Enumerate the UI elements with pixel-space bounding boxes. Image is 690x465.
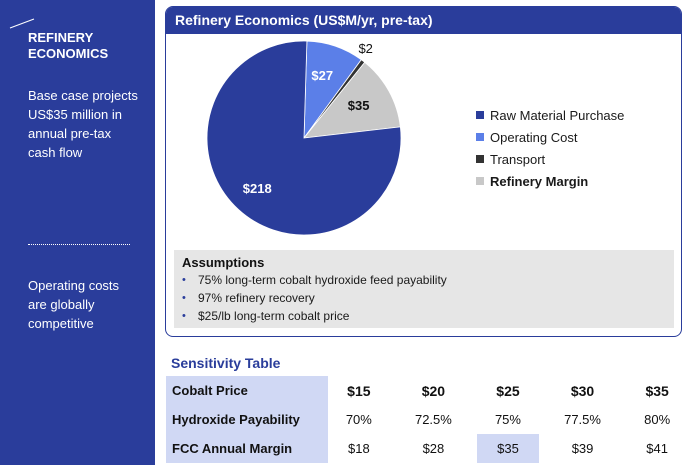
table-row-hydroxide-payability: Hydroxide Payability 70% 72.5% 75% 77.5%… [166,405,688,434]
table-row-fcc-margin: FCC Annual Margin $18 $28 $35 $39 $41 [166,434,688,463]
chart-legend: Raw Material Purchase Operating Cost Trans… [476,104,624,192]
pie-label-transport: $2 [358,40,373,56]
legend-item-operating-cost: Operating Cost [476,126,624,148]
table-cell: 80% [644,412,671,427]
pie-label-refinery-margin: $35 [347,98,370,114]
row-label: Hydroxide Payability [166,405,328,434]
pie-label-operating-cost: $27 [311,67,334,83]
table-cell: $15 [347,382,371,399]
legend-item-refinery-margin: Refinery Margin [476,170,624,192]
table-cell: $28 [422,441,445,456]
sensitivity-table: Cobalt Price $15 $20 $25 $30 $35 Hydroxi… [166,376,688,463]
bullet-icon: • [182,274,186,286]
legend-swatch-icon [476,177,484,185]
sidebar-text-cash-flow: Base case projects US$35 million in annu… [28,88,138,160]
pie-slice-refinery-margin [303,61,401,139]
sidebar-divider [28,244,130,245]
legend-item-transport: Transport [476,148,624,170]
economics-panel: Refinery Economics (US$M/yr, pre-tax) $2… [165,6,682,337]
assumptions-list: • 75% long-term cobalt hydroxide feed pay… [182,271,666,325]
legend-swatch-icon [476,111,484,119]
legend-item-raw-material-purchase: Raw Material Purchase [476,104,624,126]
table-cell: $18 [348,441,370,456]
assumptions-box: Assumptions • 75% long-term cobalt hydrox… [174,250,674,328]
table-cell: 77.5% [564,412,601,427]
legend-label: Operating Cost [490,129,578,145]
sensitivity-title: Sensitivity Table [171,355,281,371]
assumption-item: • 97% refinery recovery [182,291,315,305]
table-cell: $41 [646,441,668,456]
bullet-icon: • [182,310,186,322]
table-cell: $30 [570,382,595,399]
table-row-cobalt-price: Cobalt Price $15 $20 $25 $30 $35 [166,376,688,405]
row-label: Cobalt Price [166,376,328,405]
assumption-item: • 75% long-term cobalt hydroxide feed pay… [182,273,447,287]
legend-swatch-icon [476,155,484,163]
pie-slice-raw-material-purchase [206,40,402,236]
table-cell: $20 [421,382,446,399]
sidebar-text-operating-costs: Operating costs are globally competitive [28,278,120,331]
legend-label: Refinery Margin [490,173,589,189]
table-cell: $39 [571,441,594,456]
panel-title: Refinery Economics (US$M/yr, pre-tax) [166,7,681,34]
pie-label-raw-material-purchase: $218 [242,181,272,197]
accent-stroke-icon [9,18,35,29]
sidebar: REFINERY ECONOMICS Base case projects US… [0,0,155,465]
legend-swatch-icon [476,133,484,141]
table-cell: $35 [645,382,669,399]
legend-label: Transport [490,151,546,167]
table-cell: 72.5% [414,412,452,427]
table-cell: 75% [494,412,521,427]
row-label: FCC Annual Margin [166,434,328,463]
assumption-item: • $25/lb long-term cobalt price [182,309,350,323]
legend-label: Raw Material Purchase [490,107,625,123]
pie-chart [206,40,402,236]
sidebar-title: REFINERY ECONOMICS [28,30,109,61]
table-cell: 70% [345,412,372,427]
table-cell: $25 [496,382,520,399]
table-cell-highlighted: $35 [477,434,539,463]
bullet-icon: • [182,292,186,304]
assumptions-title: Assumptions [182,255,265,270]
